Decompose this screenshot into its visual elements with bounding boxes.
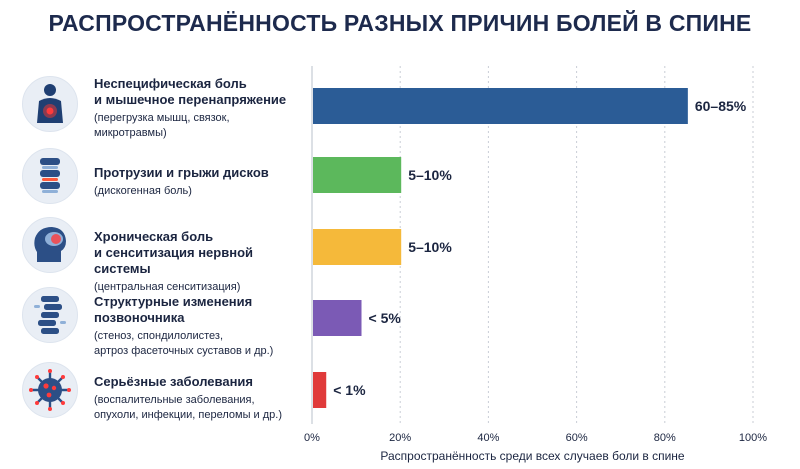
category-label: Неспецифическая боль и мышечное перенапр…: [94, 76, 309, 141]
page-title: РАСПРОСТРАНЁННОСТЬ РАЗНЫХ ПРИЧИН БОЛЕЙ В…: [48, 10, 752, 36]
bar: [313, 372, 327, 408]
category-label: Хроническая боль и сенситизация нервной …: [94, 229, 309, 295]
bar-value-label: < 1%: [333, 382, 366, 398]
category-title: Протрузии и грыжи дисков: [94, 165, 269, 180]
category-label: Серьёзные заболевания (воспалительные за…: [94, 374, 309, 423]
category-subtitle: (центральная сенситизация): [94, 281, 241, 293]
x-tick-label: 40%: [477, 432, 499, 444]
spine-structure-icon: [22, 287, 78, 343]
x-tick-label: 60%: [566, 432, 588, 444]
category-subtitle: (дискогенная боль): [94, 185, 192, 197]
back-pain-icon: [22, 76, 78, 132]
spine-disc-icon: [22, 148, 78, 204]
x-tick-label: 100%: [739, 432, 767, 444]
x-tick-label: 20%: [389, 432, 411, 444]
bar-value-label: 5–10%: [408, 239, 452, 255]
x-tick-label: 0%: [304, 432, 320, 444]
category-subtitle: (перегрузка мышц, связок, микротравмы): [94, 112, 230, 139]
bar: [313, 229, 402, 265]
category-subtitle: (стеноз, спондилолистез, артроз фасеточн…: [94, 330, 274, 357]
brain-pain-icon: [22, 217, 78, 273]
bar: [313, 88, 688, 124]
bar-value-label: < 5%: [369, 310, 402, 326]
category-title: Серьёзные заболевания: [94, 374, 254, 389]
bar: [313, 300, 362, 336]
category-subtitle: (воспалительные заболевания, опухоли, ин…: [94, 394, 282, 421]
bar: [313, 157, 402, 193]
category-title: Структурные изменения позвоночника: [94, 294, 253, 325]
bar-value-label: 5–10%: [408, 167, 452, 183]
virus-icon: [22, 362, 78, 418]
x-tick-label: 80%: [654, 432, 676, 444]
category-title: Хроническая боль и сенситизация нервной …: [94, 229, 253, 276]
category-label: Структурные изменения позвоночника (стен…: [94, 294, 309, 359]
x-axis-title: Распространённость среди всех случаев бо…: [380, 449, 685, 463]
category-label: Протрузии и грыжи дисков (дискогенная бо…: [94, 165, 309, 199]
category-title: Неспецифическая боль и мышечное перенапр…: [94, 76, 287, 107]
bar-value-label: 60–85%: [695, 98, 747, 114]
